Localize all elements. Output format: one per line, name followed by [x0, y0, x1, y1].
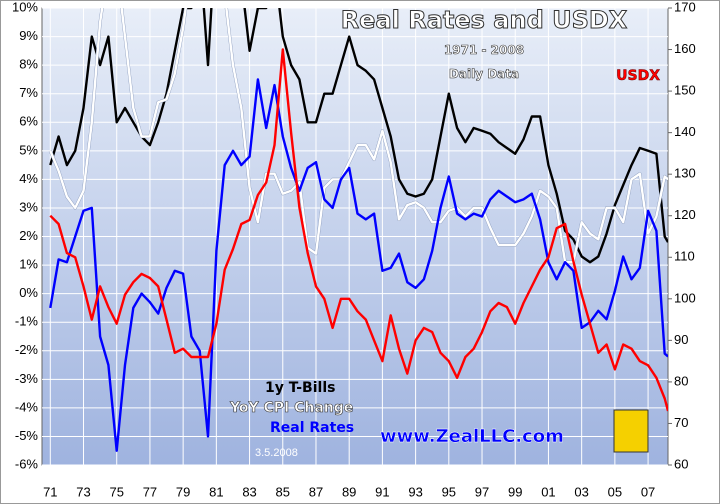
y2-tick-label: 120 [674, 207, 696, 222]
y-tick-label: -1% [15, 314, 39, 329]
x-tick-label: 91 [375, 484, 389, 499]
y-tick-label: 6% [19, 114, 38, 129]
x-tick-label: 95 [442, 484, 456, 499]
y2-tick-label: 70 [674, 415, 688, 430]
annotation: www.ZealLLC.com [380, 426, 564, 447]
x-tick-label: 97 [475, 484, 489, 499]
y-tick-label: 7% [19, 85, 38, 100]
annotation: Daily Data [449, 67, 519, 81]
x-tick-label: 83 [242, 484, 256, 499]
chart-title: Real Rates and USDX [341, 6, 628, 34]
y2-tick-label: 130 [674, 166, 696, 181]
y-tick-label: 0% [19, 285, 38, 300]
x-tick-label: 01 [541, 484, 555, 499]
y2-tick-label: 110 [674, 249, 695, 264]
x-tick-label: 75 [109, 484, 123, 499]
y-tick-label: -2% [15, 342, 39, 357]
y2-tick-label: 140 [674, 124, 696, 139]
x-tick-label: 77 [143, 484, 157, 499]
y-tick-label: 8% [19, 57, 38, 72]
y-tick-label: -4% [15, 399, 39, 414]
y2-tick-label: 150 [674, 83, 696, 98]
y2-tick-label: 160 [674, 41, 696, 56]
y2-tick-label: 80 [674, 373, 688, 388]
legend-label: YoY CPI Change [229, 400, 353, 416]
y-tick-label: 4% [19, 171, 38, 186]
y2-tick-label: 170 [674, 0, 696, 14]
y2-tick-label: 100 [674, 290, 696, 305]
x-tick-label: 93 [408, 484, 422, 499]
legend-label: 1y T-Bills [265, 380, 335, 396]
series-line [49, 78, 668, 452]
x-tick-label: 05 [608, 484, 622, 499]
x-tick-label: 79 [176, 484, 190, 499]
y-tick-label: 9% [19, 28, 38, 43]
y-tick-label: -3% [15, 371, 39, 386]
subtitle: 1971 - 2008 [444, 43, 524, 57]
y2-tick-label: 60 [674, 456, 688, 471]
y-tick-label: 5% [19, 142, 38, 157]
x-tick-label: 81 [209, 484, 223, 499]
y-tick-label: 1% [19, 257, 38, 272]
x-tick-label: 71 [43, 484, 57, 499]
x-tick-label: 73 [76, 484, 90, 499]
series-line [49, 48, 668, 412]
x-tick-label: 03 [574, 484, 588, 499]
annotation: 3.5.2008 [255, 447, 298, 459]
y-tick-label: 10% [12, 0, 38, 14]
y-tick-label: 2% [19, 228, 38, 243]
logo [613, 409, 649, 453]
y-tick-label: -6% [15, 456, 39, 471]
x-tick-label: 89 [342, 484, 356, 499]
legend-label: Real Rates [270, 420, 354, 436]
x-tick-label: 85 [276, 484, 290, 499]
y2-tick-label: 90 [674, 332, 688, 347]
x-tick-label: 99 [508, 484, 522, 499]
y-tick-label: -5% [15, 428, 39, 443]
series-line [49, 8, 668, 264]
x-tick-label: 87 [309, 484, 323, 499]
series-line [49, 8, 668, 264]
y-tick-label: 3% [19, 199, 38, 214]
legend-label: USDX [616, 68, 660, 84]
x-tick-label: 07 [641, 484, 655, 499]
